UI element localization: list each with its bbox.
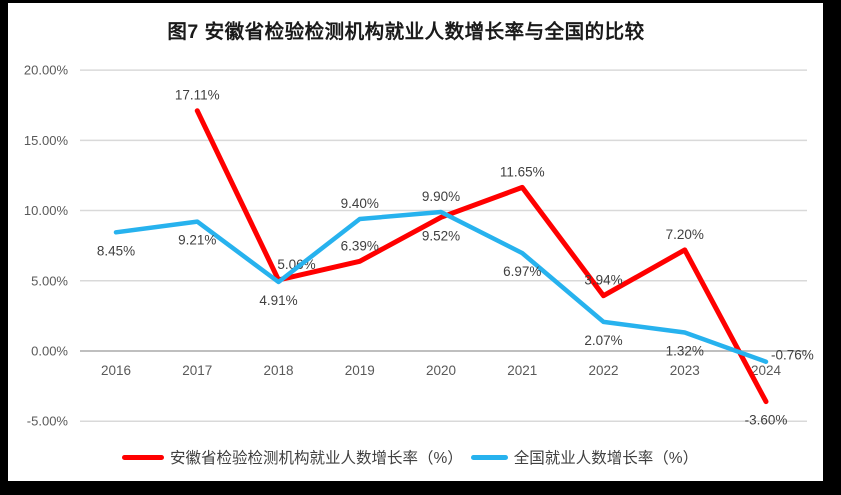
x-tick-label: 2018: [263, 363, 293, 378]
chart-canvas: [8, 3, 823, 481]
x-tick-label: 2017: [182, 363, 212, 378]
y-tick-label: 5.00%: [31, 273, 68, 288]
x-tick-label: 2022: [588, 363, 618, 378]
data-label-anhui-2022: 3.94%: [584, 273, 622, 288]
data-label-anhui-2023: 7.20%: [666, 227, 704, 242]
legend: 安徽省检验检测机构就业人数增长率（%） 全国就业人数增长率（%）: [122, 447, 698, 467]
legend-key-anhui-line: [122, 454, 164, 460]
y-tick-label: 10.00%: [24, 203, 69, 218]
legend-label-anhui: 安徽省检验检测机构就业人数增长率（%）: [170, 450, 463, 467]
x-tick-label: 2016: [101, 363, 131, 378]
data-label-national-2020: 9.90%: [422, 189, 460, 204]
data-label-anhui-2019: 6.39%: [341, 238, 379, 253]
x-tick-label: 2020: [426, 363, 456, 378]
y-tick-label: -5.00%: [27, 414, 69, 429]
chart-title: 图7 安徽省检验检测机构就业人数增长率与全国的比较: [167, 21, 645, 43]
x-tick-label: 2019: [345, 363, 375, 378]
data-label-national-2024: -0.76%: [771, 348, 814, 363]
data-label-anhui-2017: 17.11%: [175, 88, 220, 103]
series-line-anhui: [194, 108, 769, 405]
x-tick-label: 2023: [670, 363, 700, 378]
y-tick-label: 15.00%: [24, 133, 69, 148]
data-label-anhui-2020: 9.52%: [422, 228, 460, 243]
legend-key-national-line: [470, 454, 508, 460]
series-line-national: [113, 209, 769, 364]
data-label-national-2018: 4.91%: [259, 293, 297, 308]
data-label-national-2023: 1.32%: [666, 343, 704, 358]
data-label-national-2021: 6.97%: [503, 264, 541, 279]
data-label-national-2017: 9.21%: [178, 233, 216, 248]
y-tick-label: 0.00%: [31, 344, 68, 359]
data-label-national-2022: 2.07%: [584, 333, 622, 348]
x-tick-label: 2024: [751, 363, 782, 378]
legend-label-national: 全国就业人数增长率（%）: [513, 450, 699, 467]
y-tick-label: 20.00%: [24, 63, 69, 78]
data-label-national-2016: 8.45%: [97, 243, 135, 258]
x-tick-label: 2021: [507, 363, 537, 378]
data-label-anhui-2021: 11.65%: [500, 164, 545, 179]
data-label-anhui-2024: -3.60%: [745, 413, 788, 428]
data-label-national-2019: 9.40%: [341, 196, 379, 211]
